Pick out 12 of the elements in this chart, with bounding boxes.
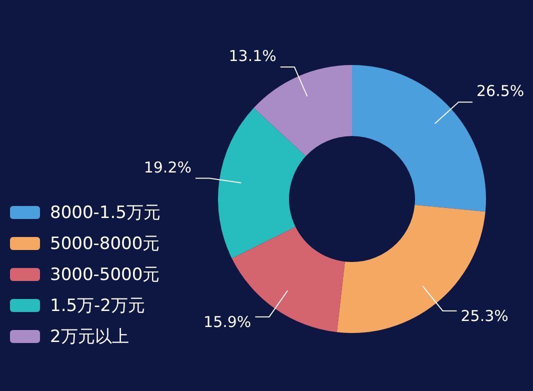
donut-slice [254, 65, 352, 156]
data-label: 13.1% [228, 47, 276, 66]
data-label: 26.5% [476, 82, 524, 100]
legend-label: 8000-1.5万元 [50, 203, 160, 223]
legend-label: 2万元以上 [50, 327, 129, 347]
data-label: 15.9% [204, 312, 252, 331]
data-label: 25.3% [460, 306, 508, 325]
donut-slice [218, 108, 306, 258]
data-label: 19.2% [144, 158, 192, 176]
legend-label: 3000-5000元 [50, 265, 160, 285]
legend-label: 5000-8000元 [50, 234, 160, 254]
legend-label: 1.5万-2万元 [50, 296, 145, 316]
